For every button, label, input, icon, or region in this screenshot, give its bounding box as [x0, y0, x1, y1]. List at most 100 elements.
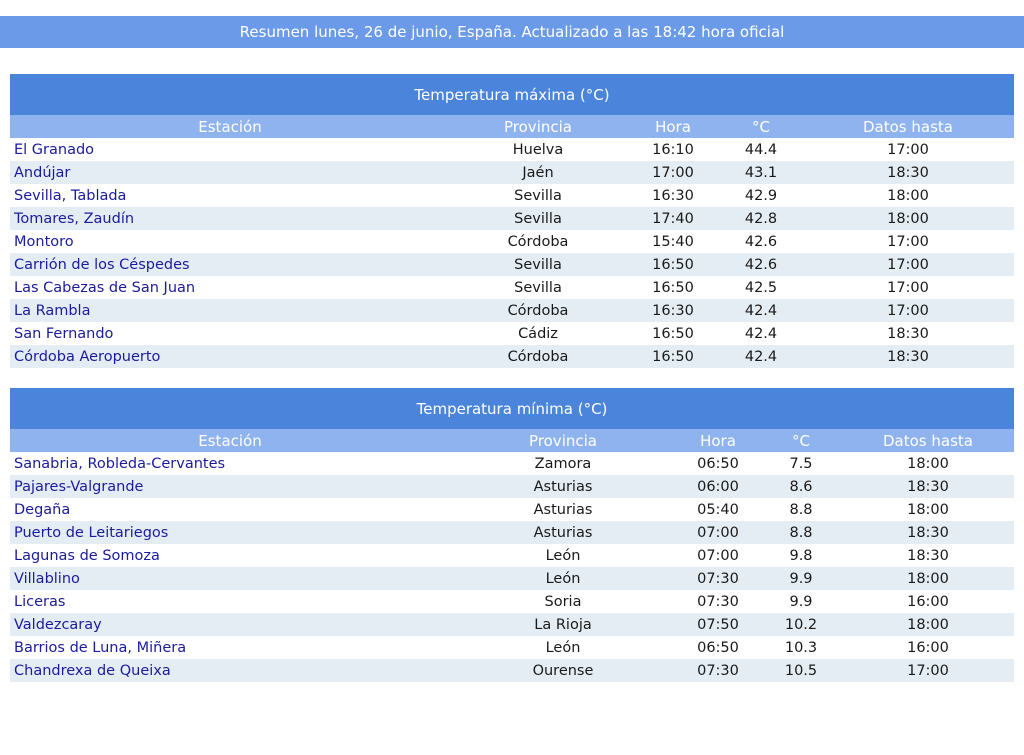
- station-link[interactable]: Degaña: [14, 501, 71, 518]
- province-cell: Asturias: [533, 524, 593, 541]
- province-cell: Asturias: [533, 478, 593, 495]
- table-title: Temperatura máxima (°C): [10, 74, 1014, 115]
- temperature-cell: 10.3: [784, 639, 818, 656]
- table-row: Sanabria, Robleda-Cervantes Zamora 06:50 7.…: [10, 452, 1014, 475]
- data-until-cell: 18:00: [907, 501, 949, 518]
- station-link[interactable]: Puerto de Leitariegos: [14, 524, 169, 541]
- temperature-cell: 8.6: [789, 478, 813, 495]
- time-cell: 07:00: [697, 547, 739, 564]
- station-link[interactable]: Villablino: [14, 570, 80, 587]
- data-until-cell: 17:00: [887, 279, 929, 296]
- temperature-cell: 42.8: [744, 210, 778, 227]
- station-link[interactable]: San Fernando: [14, 325, 114, 342]
- station-link[interactable]: Tomares, Zaudín: [14, 210, 135, 227]
- time-cell: 07:30: [697, 593, 739, 610]
- min-temperature-table: Temperatura mínima (°C) Estación Provinc…: [10, 388, 1014, 682]
- time-cell: 16:10: [652, 141, 694, 158]
- province-cell: Sevilla: [514, 187, 562, 204]
- station-link[interactable]: Andújar: [14, 164, 71, 181]
- data-until-cell: 18:00: [907, 455, 949, 472]
- province-cell: Cádiz: [518, 325, 558, 342]
- station-link[interactable]: El Granado: [14, 141, 95, 158]
- column-header-estacion: Estación: [198, 117, 262, 136]
- time-cell: 16:30: [652, 187, 694, 204]
- province-cell: Sevilla: [514, 210, 562, 227]
- time-cell: 07:00: [697, 524, 739, 541]
- column-header-provincia: Provincia: [504, 117, 572, 136]
- station-link[interactable]: Pajares-Valgrande: [14, 478, 144, 495]
- province-cell: Ourense: [532, 662, 594, 679]
- table-row: Andújar Jaén 17:00 43.1 18:30: [10, 161, 1014, 184]
- table-title: Temperatura mínima (°C): [10, 388, 1014, 429]
- temperature-cell: 9.8: [789, 547, 813, 564]
- table-row: Sevilla, Tablada Sevilla 16:30 42.9 18:00: [10, 184, 1014, 207]
- province-cell: León: [545, 570, 581, 587]
- temperature-cell: 9.9: [789, 570, 813, 587]
- temperature-cell: 42.9: [744, 187, 778, 204]
- station-link[interactable]: Barrios de Luna, Miñera: [14, 639, 187, 656]
- temperature-cell: 42.5: [744, 279, 778, 296]
- time-cell: 05:40: [697, 501, 739, 518]
- time-cell: 06:50: [697, 639, 739, 656]
- summary-banner: Resumen lunes, 26 de junio, España. Actu…: [0, 16, 1024, 48]
- time-cell: 16:50: [652, 279, 694, 296]
- province-cell: Sevilla: [514, 256, 562, 273]
- time-cell: 16:50: [652, 256, 694, 273]
- temperature-cell: 44.4: [744, 141, 778, 158]
- station-link[interactable]: Las Cabezas de San Juan: [14, 279, 196, 296]
- table-row: Córdoba Aeropuerto Córdoba 16:50 42.4 18:30: [10, 345, 1014, 368]
- column-header-datos-hasta: Datos hasta: [863, 117, 953, 136]
- province-cell: León: [545, 639, 581, 656]
- time-cell: 16:30: [652, 302, 694, 319]
- data-until-cell: 18:30: [907, 547, 949, 564]
- data-until-cell: 18:30: [907, 524, 949, 541]
- column-header-hora: Hora: [700, 431, 736, 450]
- province-cell: Córdoba: [507, 233, 569, 250]
- table-header-row: Estación Provincia Hora °C Datos hasta: [10, 115, 1014, 138]
- province-cell: Córdoba: [507, 302, 569, 319]
- time-cell: 17:40: [652, 210, 694, 227]
- station-link[interactable]: Lagunas de Somoza: [14, 547, 160, 564]
- station-link[interactable]: Sevilla, Tablada: [14, 187, 127, 204]
- station-link[interactable]: Montoro: [14, 233, 74, 250]
- table-row: Tomares, Zaudín Sevilla 17:40 42.8 18:00: [10, 207, 1014, 230]
- summary-text: Resumen lunes, 26 de junio, España. Actu…: [239, 23, 785, 41]
- province-cell: Soria: [544, 593, 582, 610]
- column-header-temperature: °C: [792, 431, 810, 450]
- data-until-cell: 18:30: [887, 325, 929, 342]
- temperature-cell: 42.4: [744, 302, 778, 319]
- station-link[interactable]: Carrión de los Céspedes: [14, 256, 190, 273]
- table-title-text: Temperatura máxima (°C): [414, 85, 610, 104]
- temperature-cell: 42.4: [744, 348, 778, 365]
- table-row: El Granado Huelva 16:10 44.4 17:00: [10, 138, 1014, 161]
- table-row: Pajares-Valgrande Asturias 06:00 8.6 18:30: [10, 475, 1014, 498]
- column-header-provincia: Provincia: [529, 431, 597, 450]
- table-row: Montoro Córdoba 15:40 42.6 17:00: [10, 230, 1014, 253]
- column-header-temperature: °C: [752, 117, 770, 136]
- data-until-cell: 18:30: [887, 348, 929, 365]
- temperature-cell: 43.1: [744, 164, 778, 181]
- temperature-cell: 8.8: [789, 524, 813, 541]
- station-link[interactable]: Chandrexa de Queixa: [14, 662, 171, 679]
- station-link[interactable]: Liceras: [14, 593, 66, 610]
- data-until-cell: 17:00: [887, 233, 929, 250]
- table-row: Barrios de Luna, Miñera León 06:50 10.3 16:0…: [10, 636, 1014, 659]
- station-link[interactable]: Córdoba Aeropuerto: [14, 348, 161, 365]
- temperature-cell: 9.9: [789, 593, 813, 610]
- time-cell: 06:00: [697, 478, 739, 495]
- data-until-cell: 18:00: [907, 616, 949, 633]
- temperature-cell: 10.5: [784, 662, 818, 679]
- table-row: Chandrexa de Queixa Ourense 07:30 10.5 17:00: [10, 659, 1014, 682]
- province-cell: León: [545, 547, 581, 564]
- table-body: El Granado Huelva 16:10 44.4 17:00 Andújar Jaé…: [10, 138, 1014, 368]
- table-row: San Fernando Cádiz 16:50 42.4 18:30: [10, 322, 1014, 345]
- station-link[interactable]: Sanabria, Robleda-Cervantes: [14, 455, 226, 472]
- table-row: Valdezcaray La Rioja 07:50 10.2 18:00: [10, 613, 1014, 636]
- time-cell: 07:50: [697, 616, 739, 633]
- station-link[interactable]: La Rambla: [14, 302, 91, 319]
- temperature-cell: 42.6: [744, 256, 778, 273]
- data-until-cell: 18:30: [907, 478, 949, 495]
- time-cell: 15:40: [652, 233, 694, 250]
- station-link[interactable]: Valdezcaray: [14, 616, 102, 633]
- province-cell: Córdoba: [507, 348, 569, 365]
